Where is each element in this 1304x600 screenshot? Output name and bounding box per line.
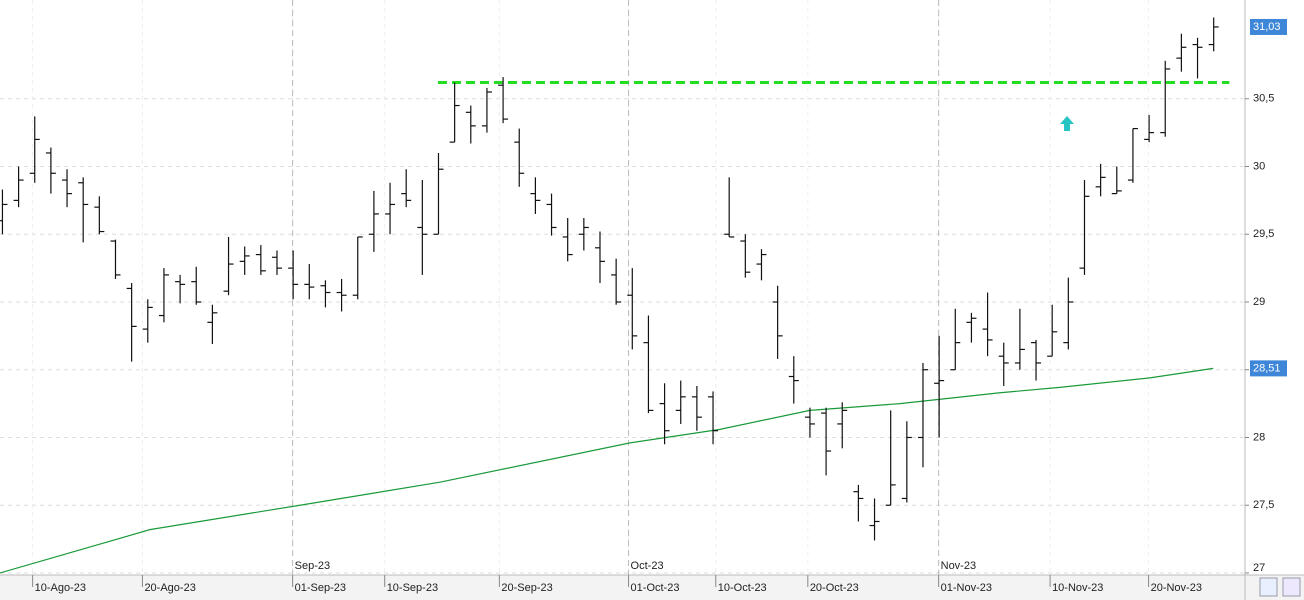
- x-tick-label: 20-Ago-23: [144, 582, 195, 594]
- save-button[interactable]: [1282, 577, 1301, 597]
- up-arrow: [1060, 116, 1074, 131]
- x-tick-label: 20-Oct-23: [810, 582, 859, 594]
- x-tick-label: 01-Oct-23: [631, 582, 680, 594]
- x-tick-label: 10-Sep-23: [387, 582, 438, 594]
- x-axis-strip: [0, 575, 1304, 600]
- x-tick-label: 01-Sep-23: [295, 582, 346, 594]
- x-tick-label: 10-Oct-23: [718, 582, 767, 594]
- x-tick-label: 20-Sep-23: [501, 582, 552, 594]
- y-tick-label: 30,5: [1253, 93, 1274, 105]
- x-tick-label: 10-Ago-23: [35, 582, 86, 594]
- x-tick-label: 10-Nov-23: [1052, 582, 1103, 594]
- ma-tag-label: 28,51: [1253, 362, 1281, 374]
- month-label: Nov-23: [941, 560, 976, 572]
- y-tick-label: 27,5: [1253, 499, 1274, 511]
- ma-tag-box: [1250, 360, 1287, 377]
- last-price-tag-box: [1250, 18, 1287, 35]
- moving-average-line: [0, 367, 1214, 574]
- y-tick-label: 30: [1253, 160, 1265, 172]
- y-tick-label: 29,5: [1253, 228, 1274, 240]
- month-label: Oct-23: [631, 560, 664, 572]
- y-tick-label: 27: [1253, 562, 1265, 574]
- x-tick-label: 20-Nov-23: [1151, 582, 1202, 594]
- month-label: Sep-23: [295, 560, 330, 572]
- last-price-tag-label: 31,03: [1253, 21, 1281, 33]
- x-tick-label: 01-Nov-23: [941, 582, 992, 594]
- y-tick-label: 29: [1253, 296, 1265, 308]
- scale-button[interactable]: [1259, 577, 1278, 597]
- y-tick-label: 28: [1253, 431, 1265, 443]
